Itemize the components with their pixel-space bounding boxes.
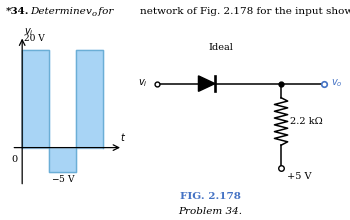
Text: +5 V: +5 V xyxy=(287,172,312,181)
Text: for: for xyxy=(95,7,113,16)
Text: *34.: *34. xyxy=(5,7,29,16)
Text: Determine: Determine xyxy=(30,7,89,16)
Text: FIG. 2.178: FIG. 2.178 xyxy=(180,192,240,201)
Text: $t$: $t$ xyxy=(120,131,126,143)
Text: network of Fig. 2.178 for the input shown.: network of Fig. 2.178 for the input show… xyxy=(140,7,350,16)
Text: o: o xyxy=(92,10,97,18)
Text: 2.2 kΩ: 2.2 kΩ xyxy=(290,117,323,126)
Text: $v_i$: $v_i$ xyxy=(23,26,33,38)
Text: Problem 34.: Problem 34. xyxy=(178,207,242,216)
Text: Ideal: Ideal xyxy=(209,43,233,52)
Text: 0: 0 xyxy=(12,155,18,164)
Polygon shape xyxy=(198,76,215,91)
Text: $v_i$: $v_i$ xyxy=(138,78,148,90)
Text: 20 V: 20 V xyxy=(25,34,45,43)
Text: $v_o$: $v_o$ xyxy=(331,78,342,90)
Text: v: v xyxy=(86,7,92,16)
Text: $-$5 V: $-$5 V xyxy=(51,173,76,184)
